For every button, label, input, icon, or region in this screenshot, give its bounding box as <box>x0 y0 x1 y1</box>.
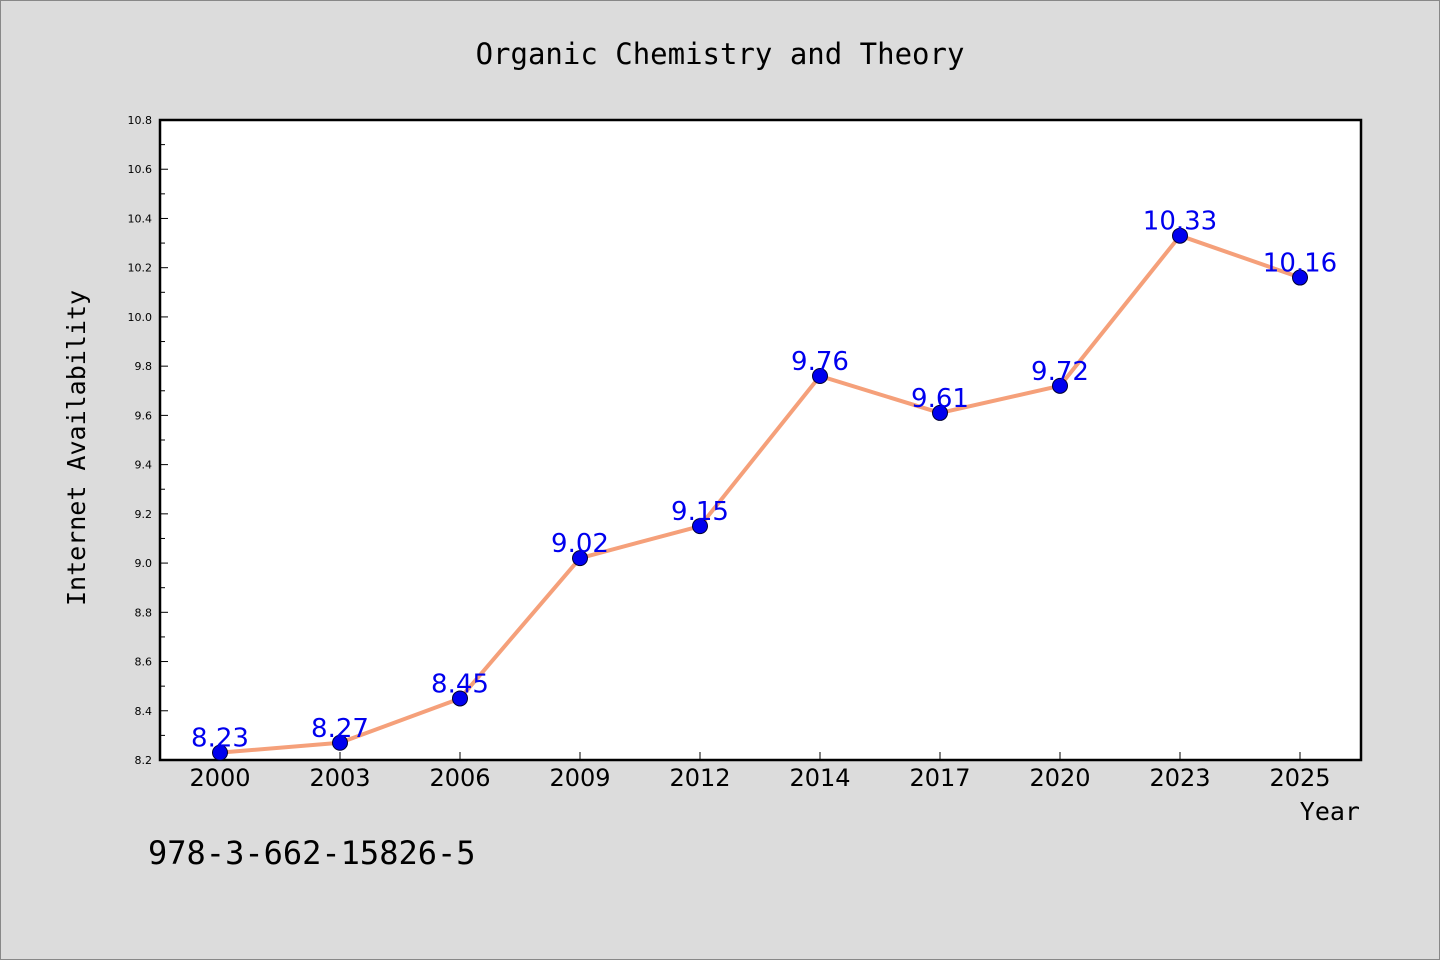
y-tick-label: 10.4 <box>128 212 153 225</box>
x-axis-label: Year <box>1300 797 1360 826</box>
data-point-marker <box>812 368 828 384</box>
data-point-marker <box>1172 227 1188 244</box>
x-tick-label: 2017 <box>909 764 970 792</box>
x-tick-label: 2025 <box>1269 764 1330 792</box>
y-tick-label: 10.0 <box>128 311 153 324</box>
y-tick-label: 9.8 <box>135 360 153 373</box>
data-label: 10.33 <box>1143 207 1217 237</box>
y-tick-label: 8.2 <box>135 754 153 767</box>
x-axis: 2000 2003 2006 2009 2012 2014 2017 2020 2023 2025 <box>189 752 1331 792</box>
data-label: 8.45 <box>431 669 489 699</box>
x-tick-label: 2023 <box>1149 764 1210 792</box>
data-label: 9.15 <box>671 497 729 527</box>
data-label: 8.27 <box>311 714 369 744</box>
plot-area <box>158 118 1363 762</box>
y-tick-label: 10.8 <box>128 114 153 127</box>
data-label: 9.02 <box>551 529 609 559</box>
x-tick-label: 2003 <box>309 764 370 792</box>
y-tick-label: 8.8 <box>135 606 153 619</box>
y-tick-label: 8.4 <box>135 705 153 718</box>
data-point-marker <box>332 734 348 751</box>
series-line <box>219 233 1301 755</box>
data-label: 9.76 <box>791 347 849 377</box>
y-axis: 8.2 8.4 8.6 8.8 9.0 9.2 9.4 9.6 9.8 10.0 10.2 10.4 1… <box>128 114 168 767</box>
x-tick-label: 2000 <box>189 764 250 792</box>
chart-title: Organic Chemistry and Theory <box>476 37 965 71</box>
data-point-marker <box>1052 377 1068 394</box>
data-point-marker <box>692 518 708 535</box>
x-tick-label: 2006 <box>429 764 490 792</box>
data-point-marker <box>212 744 228 761</box>
isbn-annotation: 978-3-662-15826-5 <box>148 834 476 872</box>
data-point-marker <box>452 690 468 707</box>
y-axis-label: Internet Availability <box>62 290 91 606</box>
data-point-marker <box>1292 269 1308 286</box>
y-tick-label: 9.2 <box>135 508 153 521</box>
y-tick-label: 9.0 <box>135 557 153 570</box>
data-label: 8.23 <box>191 724 249 754</box>
data-label: 9.61 <box>911 384 969 414</box>
series-line-group: 8.23 8.27 8.45 9.02 9.15 9.76 9.61 9.72 10.33 10.… <box>191 207 1337 761</box>
y-tick-label: 8.6 <box>135 656 153 669</box>
y-tick-label: 10.2 <box>128 262 153 275</box>
y-tick-label: 10.6 <box>128 163 153 176</box>
y-tick-label: 9.4 <box>135 459 153 472</box>
x-tick-label: 2012 <box>669 764 730 792</box>
x-tick-label: 2009 <box>549 764 610 792</box>
data-point-marker <box>572 550 588 567</box>
data-label: 10.16 <box>1263 249 1337 279</box>
data-point-marker <box>932 404 948 421</box>
x-tick-label: 2014 <box>789 764 850 792</box>
x-tick-label: 2020 <box>1029 764 1090 792</box>
y-tick-label: 9.6 <box>135 409 153 422</box>
data-label: 9.72 <box>1031 357 1089 387</box>
